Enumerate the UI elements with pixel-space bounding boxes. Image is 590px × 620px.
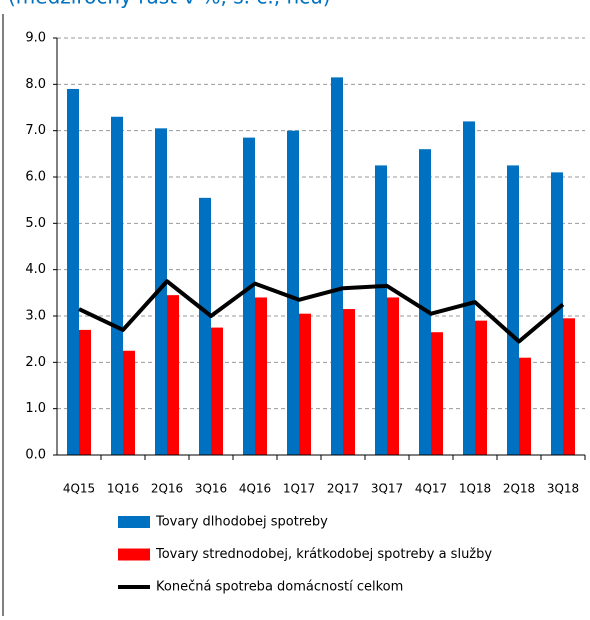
legend-label: Konečná spotreba domácností celkom	[156, 580, 403, 595]
x-tick-label: 4Q16	[239, 482, 271, 496]
x-tick-label: 1Q17	[283, 482, 315, 496]
bar	[331, 77, 343, 455]
bar	[387, 297, 399, 455]
y-tick-label: 9.0	[25, 31, 46, 46]
y-tick-label: 7.0	[25, 123, 46, 138]
bar	[255, 297, 267, 455]
bar	[79, 329, 91, 455]
y-tick-label: 5.0	[25, 216, 46, 231]
bar	[299, 313, 311, 455]
legend-label: Tovary dlhodobej spotreby	[155, 515, 328, 530]
bar	[243, 137, 255, 455]
y-tick-label: 8.0	[25, 77, 46, 92]
y-tick-label: 3.0	[25, 309, 46, 324]
x-tick-label: 4Q17	[415, 482, 447, 496]
bar	[375, 165, 387, 455]
bar	[111, 116, 123, 456]
x-tick-label: 1Q16	[107, 482, 139, 496]
bar	[431, 332, 443, 455]
y-tick-label: 4.0	[25, 262, 46, 277]
x-tick-label: 4Q15	[63, 482, 95, 496]
legend-swatch	[118, 516, 150, 528]
bar	[551, 172, 563, 455]
line-series	[78, 279, 565, 344]
bar	[519, 357, 531, 455]
bar	[211, 327, 223, 455]
x-tick-label: 3Q18	[547, 482, 579, 496]
bar	[563, 318, 575, 455]
chart-title: (medziročný rast v %, s. c., ncú)	[8, 0, 331, 9]
bar	[167, 295, 179, 455]
x-tick-label: 2Q16	[151, 482, 183, 496]
legend-label: Tovary strednodobej, krátkodobej spotreb…	[155, 547, 492, 562]
y-tick-label: 1.0	[25, 401, 46, 416]
x-tick-label: 3Q17	[371, 482, 403, 496]
bar	[123, 350, 135, 455]
y-tick-label: 2.0	[25, 355, 46, 370]
bar	[507, 165, 519, 455]
bar	[463, 121, 475, 456]
x-tick-label: 3Q16	[195, 482, 227, 496]
bar	[475, 320, 487, 455]
x-tick-label: 2Q17	[327, 482, 359, 496]
bar	[67, 88, 79, 455]
y-tick-label: 0.0	[25, 448, 46, 463]
bar	[199, 197, 211, 455]
bar	[343, 309, 355, 455]
x-tick-label: 2Q18	[503, 482, 535, 496]
x-tick-label: 1Q18	[459, 482, 491, 496]
bar	[155, 128, 167, 455]
y-tick-label: 6.0	[25, 170, 46, 185]
legend-swatch	[118, 548, 150, 561]
bar	[287, 130, 299, 455]
bar	[419, 149, 431, 455]
